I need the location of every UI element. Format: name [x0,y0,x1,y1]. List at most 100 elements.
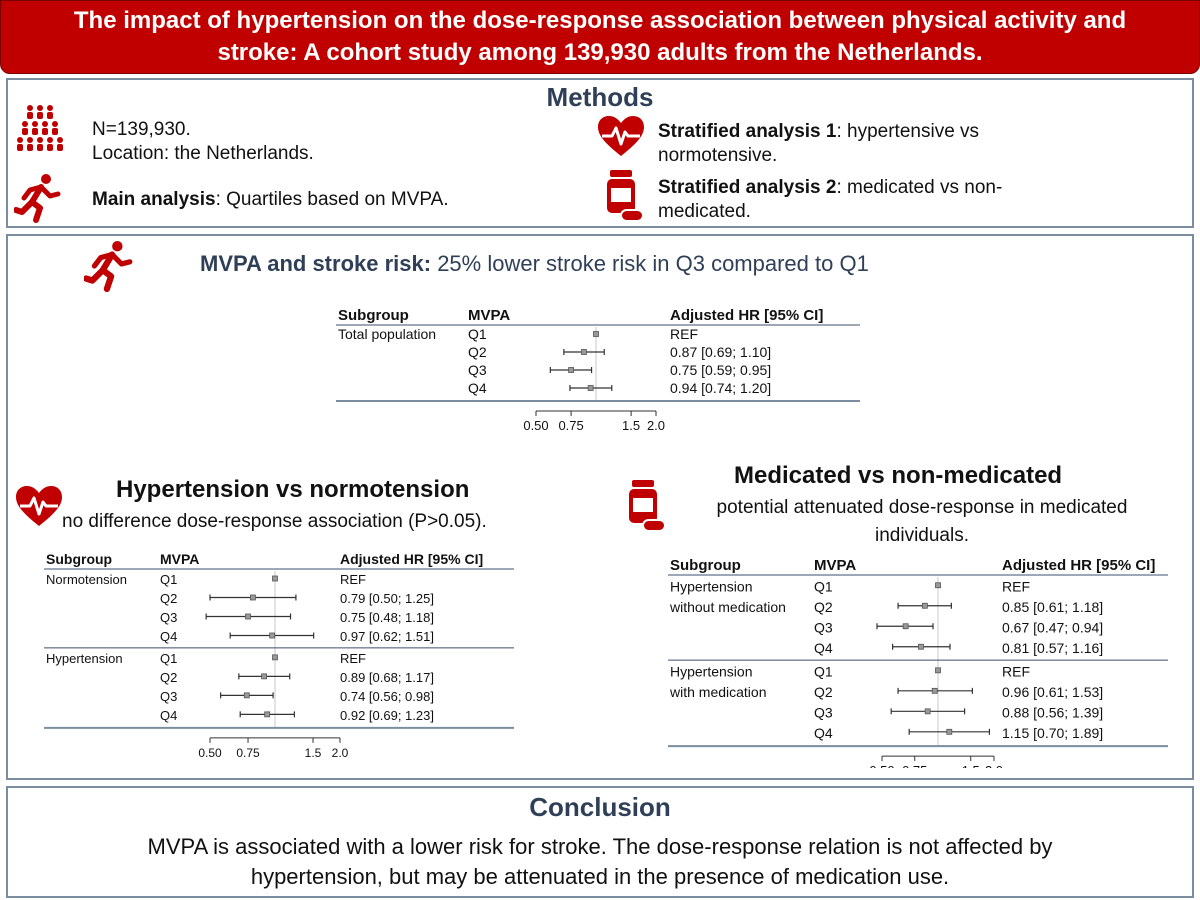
x-axis-tick-label: 0.50 [869,763,894,768]
hr-value-label: 0.85 [0.61; 1.18] [1002,599,1103,615]
mvpa-quartile-label: Q3 [814,705,833,721]
conclusion-line-2: hypertension, but may be attenuated in t… [250,864,950,889]
hr-point-estimate [272,575,278,582]
people-icon [17,105,63,151]
hr-point-estimate [272,654,278,661]
hr-value-label: 1.15 [0.70; 1.89] [1002,725,1103,741]
heart-icon [16,486,62,526]
hr-value-label: REF [340,651,366,666]
hr-point-estimate [935,667,941,674]
hr-value-label: REF [1002,664,1030,680]
title-line-1: The impact of hypertension on the dose-r… [73,7,1127,34]
runner-icon [84,241,133,293]
x-axis-tick-label: 2.0 [332,746,349,758]
x-axis-tick-label: 1.5 [305,746,322,758]
x-axis-tick-label: 1.5 [622,418,640,433]
mvpa-quartile-label: Q1 [468,326,487,342]
hr-point-estimate [581,349,587,355]
hr-point-estimate [245,613,251,620]
strat2-bold: Stratified analysis 2 [658,177,837,198]
mvpa-quartile-label: Q2 [814,684,833,700]
subgroup-label: without medication [669,599,786,615]
medication-icon [629,480,666,532]
hr-value-label: 0.74 [0.56; 0.98] [340,689,434,704]
hr-point-estimate [593,331,599,337]
mvpa-quartile-label: Q3 [814,620,833,636]
x-axis-tick-label: 0.75 [558,418,583,433]
forest-header-2: Adjusted HR [95% CI] [340,551,483,567]
med-section-heading: Medicated vs non-medicated [734,462,1063,489]
methods-main-analysis: Main analysis: Quartiles based on MVPA. [92,188,449,212]
forest-plot-hypertension: Subgroup MVPA Adjusted HR [95% CI] Normoten… [44,551,514,758]
mvpa-quartile-label: Q4 [814,725,833,741]
hr-value-label: 0.67 [0.47; 0.94] [1002,620,1103,636]
medication-icon [607,170,644,222]
subgroup-label: Total population [338,326,436,342]
title-banner: The impact of hypertension on the dose-r… [0,0,1200,74]
hr-value-label: 0.88 [0.56; 1.39] [1002,705,1103,721]
hyp-section-heading: Hypertension vs normotension [116,476,470,503]
hr-point-estimate [249,594,256,601]
methods-location: Location: the Netherlands. [92,143,314,164]
x-axis-tick-label: 1.5 [962,763,980,768]
hr-point-estimate [921,602,928,609]
hr-value-label: 0.92 [0.69; 1.23] [340,708,434,723]
mvpa-quartile-label: Q4 [160,708,177,723]
strat1-rest-2: normotensive. [658,145,778,166]
heart-icon [598,116,644,156]
forest-header-0: Subgroup [670,557,741,574]
hr-point-estimate [935,582,941,589]
strat2-rest-2: medicated. [658,201,751,222]
hr-value-label: 0.87 [0.69; 1.10] [670,344,771,360]
hr-value-label: 0.81 [0.57; 1.16] [1002,640,1103,656]
med-section-sub-1: potential attenuated dose-response in me… [716,497,1128,518]
x-axis-tick-label: 2.0 [647,418,665,433]
hr-value-label: 0.75 [0.48; 1.18] [340,610,434,625]
hr-value-label: REF [1002,579,1030,595]
hr-value-label: REF [670,326,698,342]
hyp-section-sub: no difference dose-response association … [62,511,487,532]
subgroup-label: with medication [669,684,767,700]
subgroup-label: Normotension [46,572,127,587]
hr-point-estimate [264,711,271,718]
hr-point-estimate [261,673,267,680]
mvpa-quartile-label: Q3 [468,362,487,378]
hr-point-estimate [918,643,924,650]
conclusion-line-1: MVPA is associated with a lower risk for… [147,834,1053,859]
results-panel: MVPA and stroke risk: 25% lower stroke r… [6,234,1194,780]
x-axis-tick-label: 0.50 [198,746,222,758]
forest-header-0: Subgroup [338,307,409,324]
mvpa-quartile-label: Q2 [160,670,177,685]
hr-value-label: REF [340,572,366,587]
strat1-bold: Stratified analysis 1 [658,121,837,142]
methods-strat1: Stratified analysis 1: hypertensive vs [658,120,979,144]
mvpa-quartile-label: Q2 [814,599,833,615]
mvpa-quartile-label: Q2 [160,591,177,606]
hr-point-estimate [269,632,276,639]
methods-n: N=139,930. [92,119,191,140]
hr-value-label: 0.79 [0.50; 1.25] [340,591,434,606]
strat2-rest-1: : medicated vs non- [836,177,1003,198]
mvpa-quartile-label: Q1 [814,664,833,680]
hr-point-estimate [587,385,594,391]
methods-heading: Methods [546,82,654,112]
hr-value-label: 0.96 [0.61; 1.53] [1002,684,1103,700]
x-axis-tick-label: 2.0 [985,763,1003,768]
mvpa-quartile-label: Q1 [814,579,833,595]
mvpa-quartile-label: Q3 [160,610,177,625]
main-analysis-bold: Main analysis [92,189,216,210]
hr-value-label: 0.97 [0.62; 1.51] [340,629,434,644]
main-result-statement: MVPA and stroke risk: 25% lower stroke r… [200,252,869,276]
x-axis-tick-label: 0.50 [523,418,548,433]
forest-header-0: Subgroup [46,551,112,567]
title-line-2: stroke: A cohort study among 139,930 adu… [217,39,983,66]
mvpa-quartile-label: Q3 [160,689,177,704]
hr-value-label: 0.75 [0.59; 0.95] [670,362,771,378]
hr-point-estimate [243,692,250,699]
methods-panel: Methods N=139,930. Location: the Netherl… [6,78,1194,228]
subgroup-label: Hypertension [670,579,753,595]
strat1-rest-1: : hypertensive vs [836,121,980,142]
conclusion-heading: Conclusion [529,792,671,822]
main-result-rest: 25% lower stroke risk in Q3 compared to … [431,251,869,276]
mvpa-quartile-label: Q4 [814,640,833,656]
